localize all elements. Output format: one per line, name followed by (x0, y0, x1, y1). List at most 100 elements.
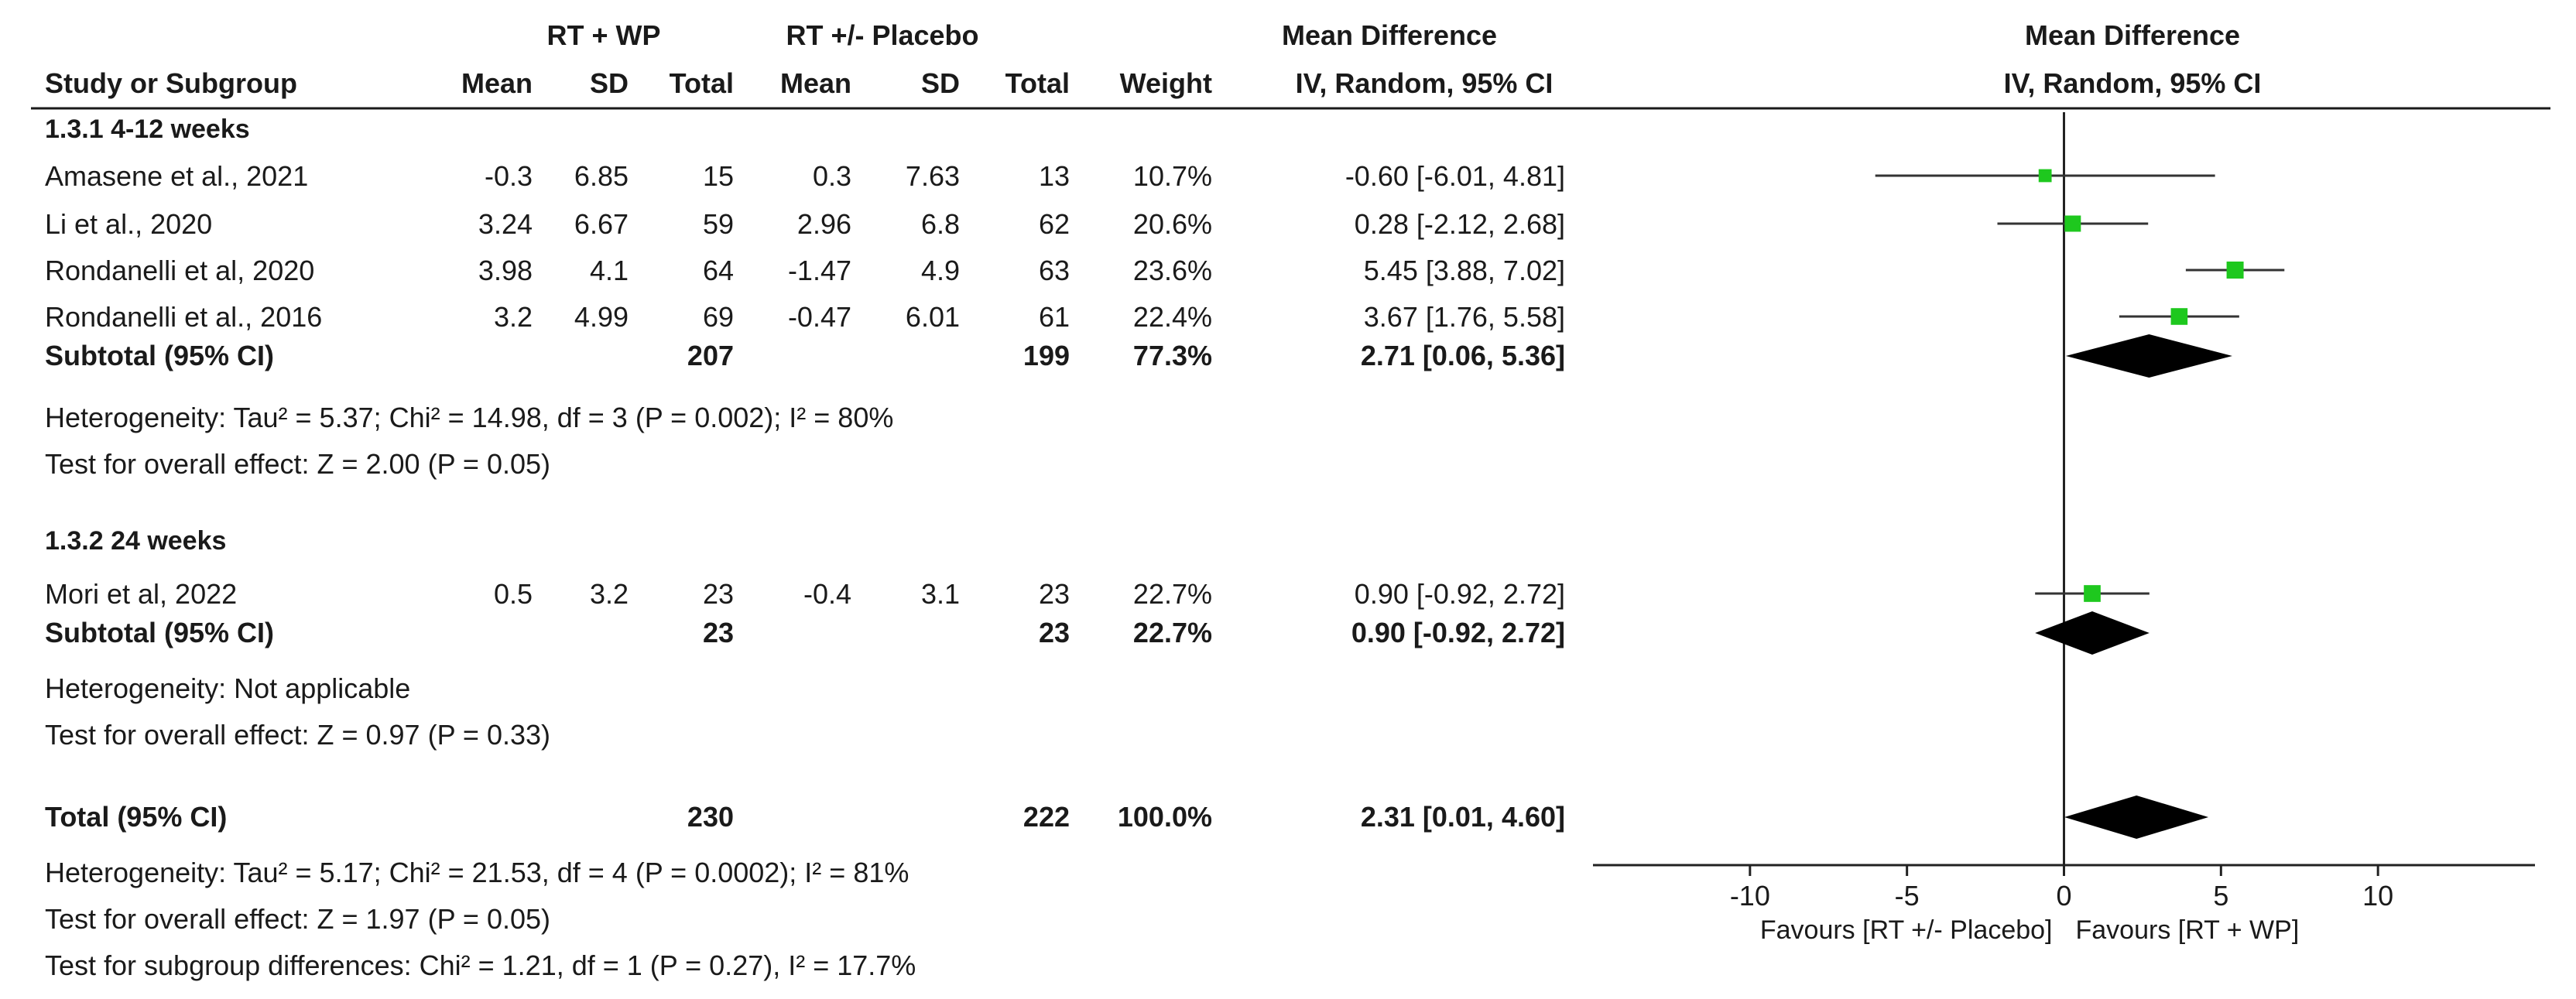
effect-square (2038, 169, 2052, 183)
table-row: Li et al., 2020 3.24 6.67 59 2.96 6.8 62… (45, 208, 1565, 240)
subgroup-label: 1.3.2 24 weeks (45, 526, 226, 556)
mean1: 3.98 (478, 255, 533, 286)
x-tick-label: 0 (2056, 880, 2071, 912)
mean2: -1.47 (788, 255, 851, 286)
overall-effect-text: Test for overall effect: Z = 2.00 (P = 0… (45, 448, 550, 480)
n1: 64 (703, 255, 734, 286)
col-sd2: SD (921, 67, 960, 99)
favours-left-label: Favours [RT +/- Placebo] (1760, 915, 2053, 945)
study-name: Amasene et al., 2021 (45, 160, 308, 192)
table-row: Rondanelli et al, 2020 3.98 4.1 64 -1.47… (45, 255, 1565, 286)
ci: 5.45 [3.88, 7.02] (1364, 255, 1565, 286)
effect-header: Mean Difference (1282, 19, 1497, 51)
sd1: 6.85 (574, 160, 629, 192)
footer-overall-effect: Test for overall effect: Z = 1.97 (P = 0… (45, 903, 550, 935)
heterogeneity-text: Heterogeneity: Not applicable (45, 672, 410, 704)
study-name: Rondanelli et al, 2020 (45, 255, 314, 286)
sd2: 6.8 (921, 208, 960, 240)
weight: 23.6% (1133, 255, 1212, 286)
mean2: -0.47 (788, 301, 851, 333)
plot-title: Mean Difference (2025, 19, 2240, 51)
col-total1: Total (670, 67, 734, 99)
pooled-diamond (2035, 611, 2150, 655)
pooled-diamond (2064, 795, 2209, 839)
sd2: 3.1 (921, 578, 960, 610)
heterogeneity-text: Heterogeneity: Tau² = 5.37; Chi² = 14.98… (45, 402, 893, 433)
total-label: Total (95% CI) (45, 801, 227, 833)
n1: 23 (703, 578, 734, 610)
footer-subgroup-differences: Test for subgroup differences: Chi² = 1.… (45, 949, 916, 981)
subgroup-label: 1.3.1 4-12 weeks (45, 115, 250, 144)
total-n2: 222 (1023, 801, 1070, 833)
total-weight: 100.0% (1118, 801, 1212, 833)
effect-square (2226, 262, 2244, 279)
x-tick-label: -10 (1730, 880, 1770, 912)
effect-square (2064, 215, 2081, 232)
sd1: 3.2 (590, 578, 629, 610)
n1: 15 (703, 160, 734, 192)
mean1: 0.5 (494, 578, 533, 610)
weight: 22.7% (1133, 578, 1212, 610)
group2-header: RT +/- Placebo (786, 19, 978, 51)
mean1: 3.24 (478, 208, 533, 240)
ci: 3.67 [1.76, 5.58] (1364, 301, 1565, 333)
weight: 22.4% (1133, 301, 1212, 333)
col-effect-method: IV, Random, 95% CI (1296, 67, 1553, 99)
sd2: 7.63 (906, 160, 960, 192)
subtotal-n2: 199 (1023, 340, 1070, 371)
subtotal-row: Subtotal (95% CI) 23 23 22.7% 0.90 [-0.9… (45, 617, 1565, 648)
col-study: Study or Subgroup (45, 67, 297, 99)
study-name: Li et al., 2020 (45, 208, 212, 240)
mean2: 0.3 (813, 160, 851, 192)
mean1: 3.2 (494, 301, 533, 333)
ci: 0.28 [-2.12, 2.68] (1355, 208, 1565, 240)
table-row: Rondanelli et al., 2016 3.2 4.99 69 -0.4… (45, 301, 1565, 333)
sd2: 4.9 (921, 255, 960, 286)
subtotal-label: Subtotal (95% CI) (45, 340, 274, 371)
col-mean2: Mean (780, 67, 851, 99)
x-tick-label: -5 (1895, 880, 1920, 912)
ci: -0.60 [-6.01, 4.81] (1345, 160, 1565, 192)
n2: 13 (1039, 160, 1070, 192)
subtotal-weight: 77.3% (1133, 340, 1212, 371)
n2: 62 (1039, 208, 1070, 240)
col-plot-method: IV, Random, 95% CI (2004, 67, 2262, 99)
col-total2: Total (1005, 67, 1070, 99)
subtotal-weight: 22.7% (1133, 617, 1212, 648)
effect-square (2084, 585, 2101, 602)
sd1: 6.67 (574, 208, 629, 240)
footer-heterogeneity: Heterogeneity: Tau² = 5.17; Chi² = 21.53… (45, 857, 909, 888)
table-row: Mori et al, 2022 0.5 3.2 23 -0.4 3.1 23 … (45, 578, 1565, 610)
n1: 69 (703, 301, 734, 333)
pooled-diamond (2065, 334, 2232, 378)
sd2: 6.01 (906, 301, 960, 333)
sd1: 4.1 (590, 255, 629, 286)
sd1: 4.99 (574, 301, 629, 333)
subtotal-label: Subtotal (95% CI) (45, 617, 274, 648)
mean1: -0.3 (485, 160, 533, 192)
weight: 20.6% (1133, 208, 1212, 240)
col-sd1: SD (590, 67, 629, 99)
x-tick-label: 5 (2213, 880, 2228, 912)
mean2: -0.4 (803, 578, 851, 610)
total-n1: 230 (687, 801, 734, 833)
n1: 59 (703, 208, 734, 240)
subtotal-row: Subtotal (95% CI) 207 199 77.3% 2.71 [0.… (45, 340, 1565, 371)
subtotal-ci: 0.90 [-0.92, 2.72] (1351, 617, 1565, 648)
study-name: Mori et al, 2022 (45, 578, 237, 610)
study-name: Rondanelli et al., 2016 (45, 301, 322, 333)
weight: 10.7% (1133, 160, 1212, 192)
n2: 23 (1039, 578, 1070, 610)
subtotal-n1: 23 (703, 617, 734, 648)
mean2: 2.96 (797, 208, 851, 240)
effect-square (2170, 308, 2188, 325)
forest-plot: -10 -5 0 5 10 Favours [RT +/- Placebo] Favours… (1593, 112, 2535, 945)
group1-header: RT + WP (546, 19, 660, 51)
col-weight: Weight (1120, 67, 1212, 99)
total-ci: 2.31 [0.01, 4.60] (1361, 801, 1565, 833)
overall-effect-text: Test for overall effect: Z = 0.97 (P = 0… (45, 719, 550, 751)
n2: 61 (1039, 301, 1070, 333)
table-row: Amasene et al., 2021 -0.3 6.85 15 0.3 7.… (45, 160, 1565, 192)
subtotal-ci: 2.71 [0.06, 5.36] (1361, 340, 1565, 371)
